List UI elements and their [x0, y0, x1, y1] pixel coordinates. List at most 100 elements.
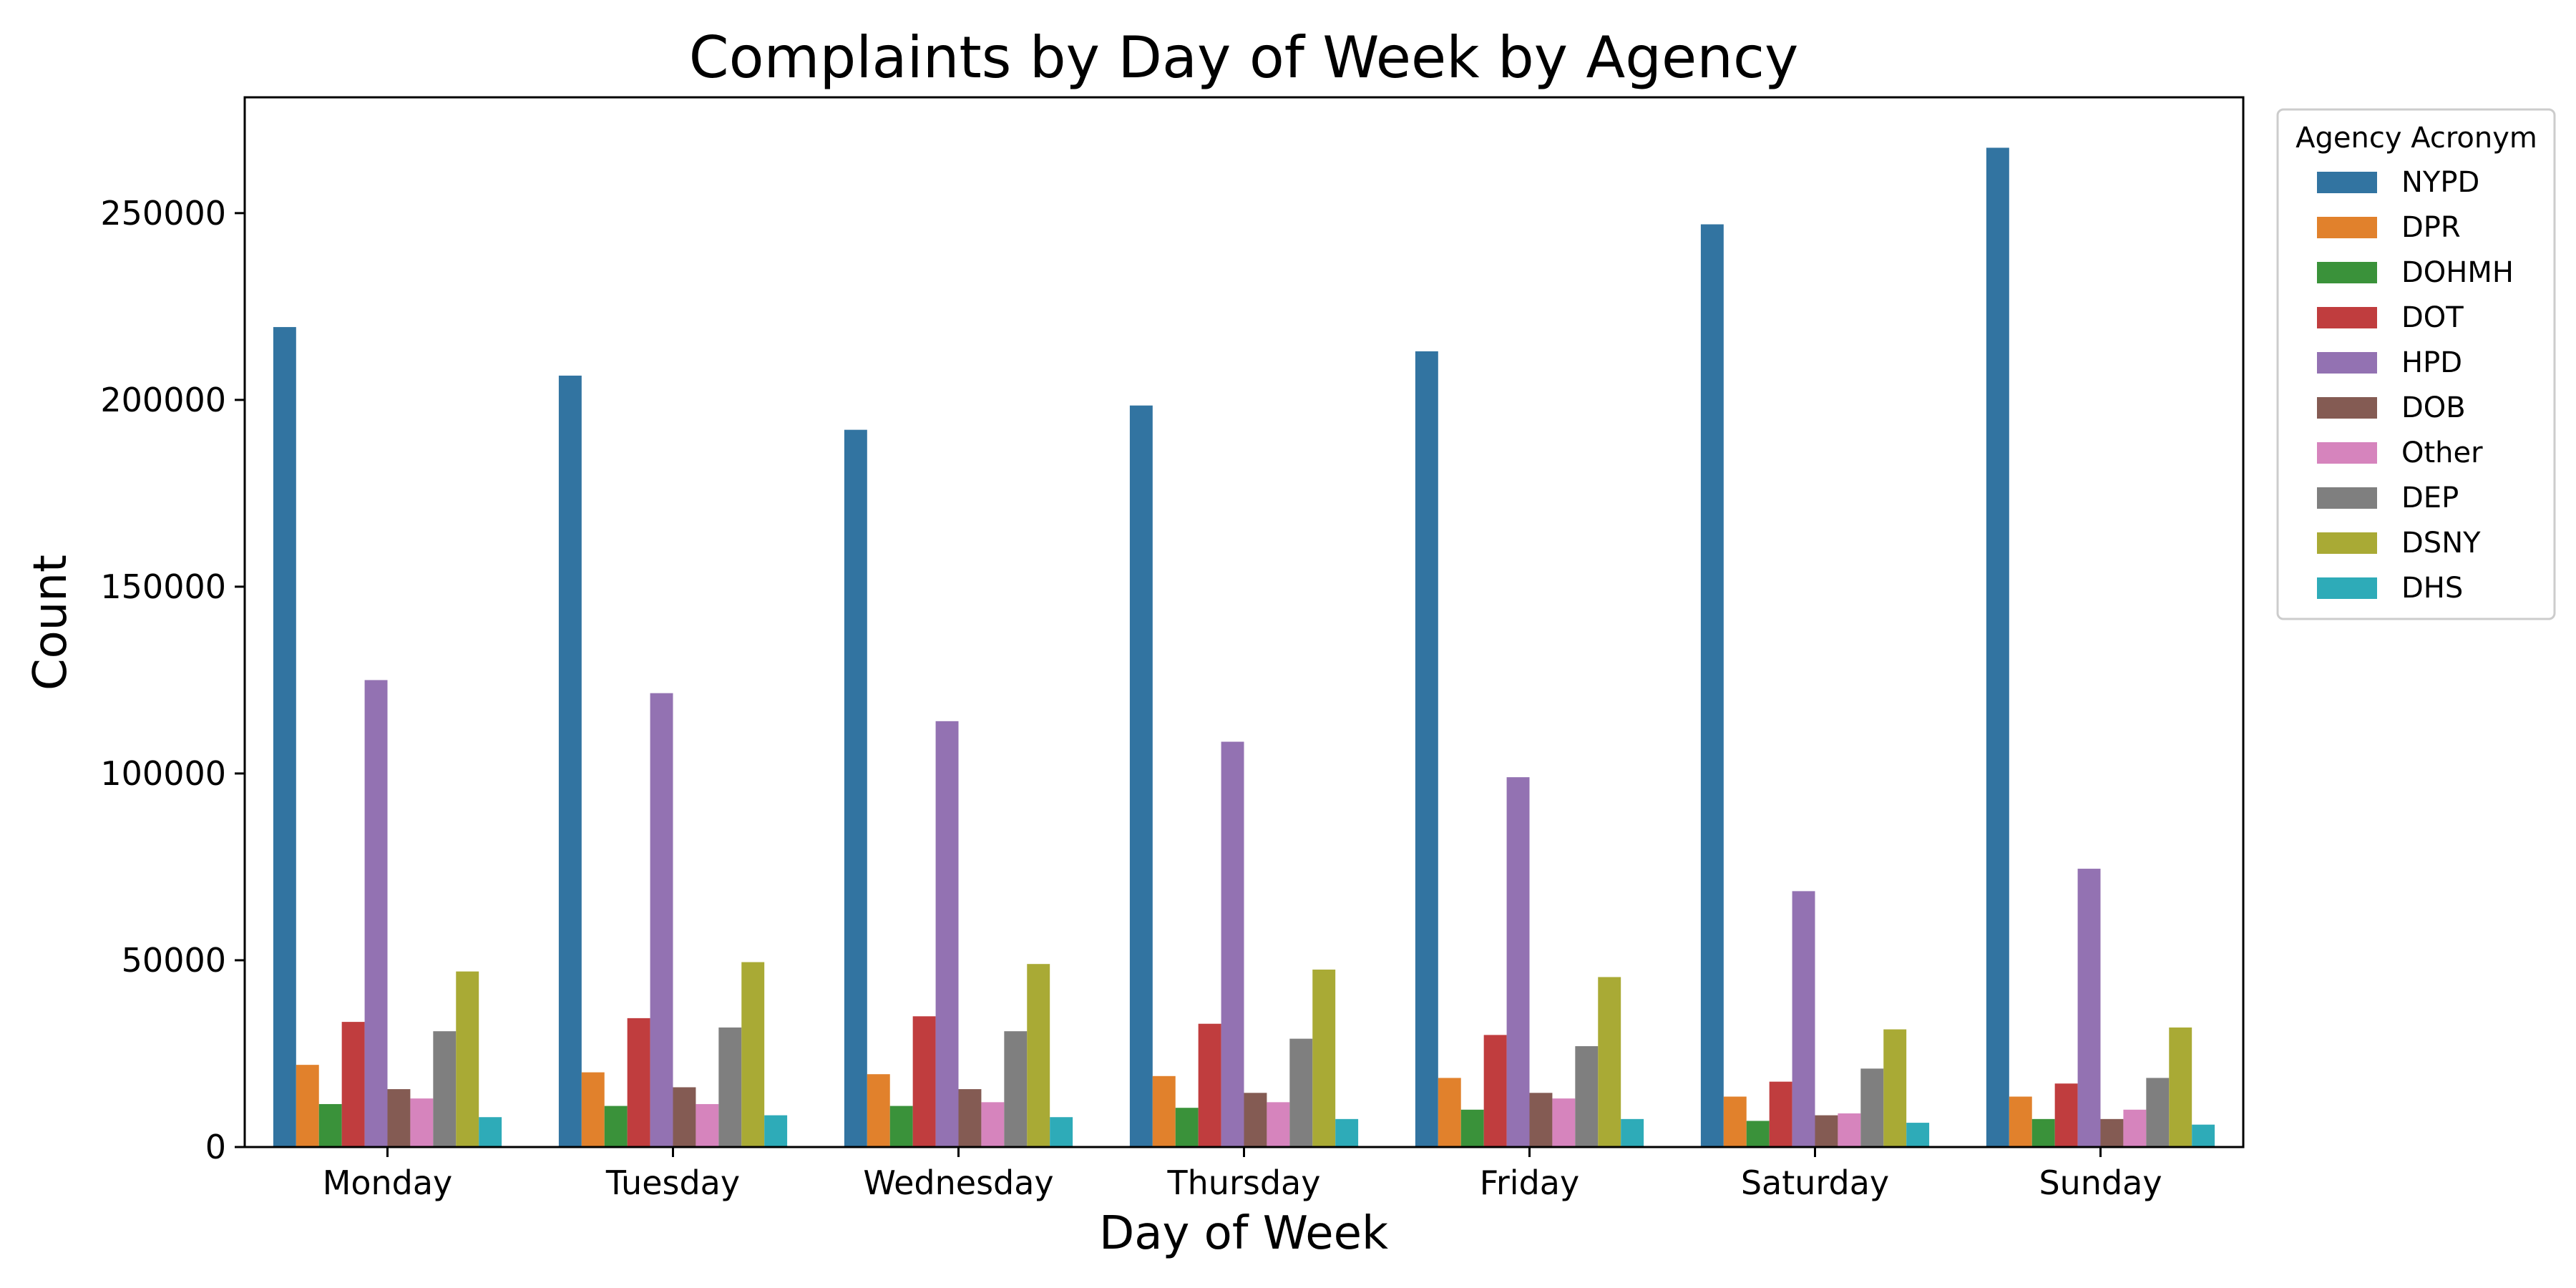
legend-label-dot: DOT: [2401, 301, 2464, 334]
legend-swatch-other: [2317, 442, 2377, 464]
bar-other-thursday: [1267, 1102, 1290, 1147]
x-tick-label: Thursday: [1167, 1163, 1321, 1202]
bar-nypd-thursday: [1129, 405, 1153, 1148]
legend-label-dsny: DSNY: [2401, 527, 2481, 560]
bar-hpd-sunday: [2077, 869, 2101, 1147]
y-tick-label: 0: [205, 1128, 226, 1166]
plot-frame: [243, 96, 2245, 1148]
bar-dohmh-saturday: [1746, 1121, 1770, 1147]
bar-dpr-thursday: [1152, 1075, 1176, 1147]
bar-nypd-tuesday: [558, 375, 582, 1148]
bar-hpd-wednesday: [935, 721, 959, 1147]
bar-dpr-monday: [296, 1065, 319, 1147]
bar-other-tuesday: [696, 1103, 719, 1147]
bar-dsny-saturday: [1883, 1029, 1907, 1147]
bar-dohmh-monday: [318, 1103, 342, 1147]
bar-dpr-wednesday: [867, 1074, 890, 1147]
bar-dsny-sunday: [2169, 1027, 2192, 1147]
bar-dob-saturday: [1815, 1115, 1838, 1147]
legend-label-dep: DEP: [2401, 482, 2459, 514]
y-tick-label: 200000: [100, 381, 226, 419]
legend-swatch-dob: [2317, 397, 2377, 419]
bar-dsny-friday: [1598, 977, 1621, 1147]
bar-hpd-monday: [364, 680, 388, 1147]
bar-dep-thursday: [1289, 1038, 1313, 1147]
bar-hpd-tuesday: [650, 693, 673, 1147]
x-tick-label: Tuesday: [605, 1163, 740, 1202]
bar-dep-saturday: [1860, 1068, 1884, 1147]
bar-other-monday: [410, 1098, 434, 1147]
bar-dot-friday: [1483, 1035, 1507, 1147]
legend-swatch-dohmh: [2317, 262, 2377, 283]
bar-dhs-wednesday: [1050, 1117, 1073, 1147]
x-tick-label: Wednesday: [863, 1163, 1053, 1202]
bar-dot-tuesday: [627, 1018, 650, 1147]
legend-label-nypd: NYPD: [2401, 166, 2479, 199]
legend-swatch-dsny: [2317, 532, 2377, 554]
bar-dob-wednesday: [958, 1089, 982, 1147]
legend-swatch-hpd: [2317, 352, 2377, 374]
bar-nypd-saturday: [1700, 224, 1724, 1147]
bar-dpr-saturday: [1723, 1096, 1747, 1147]
bar-hpd-thursday: [1221, 741, 1244, 1147]
legend: Agency Acronym NYPD DPR DOHMH DOT HPD DOB Othe…: [2276, 108, 2556, 620]
legend-swatch-dot: [2317, 307, 2377, 328]
bar-dob-thursday: [1244, 1093, 1267, 1147]
legend-label-dpr: DPR: [2401, 211, 2461, 244]
legend-swatch-dhs: [2317, 577, 2377, 599]
bar-dep-sunday: [2146, 1078, 2170, 1147]
bar-nypd-friday: [1415, 351, 1438, 1147]
legend-swatch-nypd: [2317, 172, 2377, 193]
bar-dohmh-thursday: [1175, 1108, 1199, 1147]
bar-dhs-monday: [479, 1117, 502, 1147]
bar-dhs-thursday: [1335, 1118, 1359, 1147]
y-tick-label: 250000: [100, 194, 226, 233]
bar-dohmh-wednesday: [889, 1106, 913, 1147]
bars-group: [273, 147, 2215, 1148]
bar-dep-friday: [1575, 1046, 1599, 1147]
x-tick-label: Sunday: [2039, 1163, 2162, 1202]
bar-dhs-friday: [1621, 1118, 1644, 1147]
bar-dob-friday: [1529, 1093, 1553, 1147]
bar-dob-monday: [387, 1089, 411, 1147]
bar-dot-thursday: [1198, 1023, 1221, 1147]
bar-nypd-sunday: [1986, 147, 2009, 1148]
x-tick-label: Saturday: [1741, 1163, 1889, 1202]
x-tick-label: Monday: [323, 1163, 453, 1202]
bar-hpd-saturday: [1792, 891, 1815, 1147]
bar-dhs-sunday: [2192, 1124, 2215, 1147]
bar-dohmh-sunday: [2031, 1118, 2055, 1147]
y-axis-label: Count: [24, 555, 77, 691]
bar-dob-tuesday: [673, 1087, 696, 1147]
y-tick-label: 100000: [100, 754, 226, 793]
bar-dpr-sunday: [2009, 1096, 2032, 1147]
x-tick-label: Friday: [1480, 1163, 1579, 1202]
bar-dot-saturday: [1769, 1081, 1792, 1147]
x-axis: Monday Tuesday Wednesday Thursday Friday Satu…: [323, 1147, 2162, 1202]
bar-dhs-tuesday: [764, 1115, 788, 1147]
x-axis-label: Day of Week: [1099, 1207, 1388, 1260]
legend-label-dob: DOB: [2401, 391, 2466, 424]
legend-label-hpd: HPD: [2401, 346, 2462, 379]
legend-label-dhs: DHS: [2401, 572, 2463, 605]
legend-items: NYPD DPR DOHMH DOT HPD DOB Other DEP DSNY DHS: [2317, 166, 2514, 605]
bar-nypd-wednesday: [844, 429, 867, 1147]
bar-dsny-monday: [456, 971, 479, 1147]
bar-dep-tuesday: [718, 1027, 742, 1147]
bar-other-wednesday: [981, 1102, 1005, 1147]
legend-title: Agency Acronym: [2296, 122, 2537, 155]
bar-dot-wednesday: [912, 1016, 936, 1147]
y-axis: 0 50000 100000 150000 200000 250000: [100, 194, 245, 1166]
legend-swatch-dep: [2317, 487, 2377, 509]
y-tick-label: 50000: [122, 941, 226, 980]
bar-dep-wednesday: [1004, 1031, 1028, 1147]
bar-nypd-monday: [273, 327, 296, 1147]
bar-dsny-thursday: [1312, 970, 1336, 1147]
bar-dhs-saturday: [1906, 1123, 1930, 1147]
bar-other-sunday: [2123, 1109, 2147, 1147]
legend-label-other: Other: [2401, 436, 2483, 469]
legend-label-dohmh: DOHMH: [2401, 256, 2514, 289]
y-tick-label: 150000: [100, 567, 226, 606]
